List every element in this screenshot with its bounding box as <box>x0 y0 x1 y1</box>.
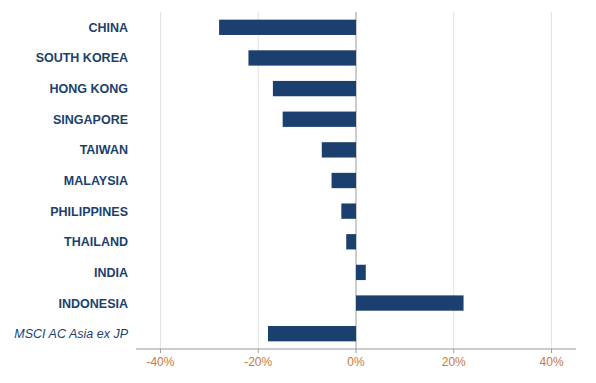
grid-line <box>551 12 552 349</box>
bar <box>356 265 366 280</box>
x-tick <box>258 349 259 353</box>
bar <box>356 295 464 310</box>
category-label: SOUTH KOREA <box>36 51 128 65</box>
category-label: INDONESIA <box>59 297 128 311</box>
category-label: CHINA <box>88 21 128 35</box>
bar <box>332 173 356 188</box>
bar <box>341 203 356 218</box>
bar <box>273 81 356 96</box>
category-label: INDIA <box>94 266 128 280</box>
category-label: TAIWAN <box>80 143 128 157</box>
bar <box>322 142 356 157</box>
bar <box>268 326 356 341</box>
bars <box>219 20 463 342</box>
category-label: SINGAPORE <box>53 113 128 127</box>
x-tick-label: 40% <box>540 355 564 369</box>
category-label: THAILAND <box>64 235 128 249</box>
bar <box>283 112 356 127</box>
chart-container: -40% -20% 0% 20% 40% CHINA SOUTH KOREA HONG KON… <box>0 0 596 383</box>
x-tick <box>356 349 357 353</box>
x-tick-label: -20% <box>244 355 272 369</box>
chart: -40% -20% 0% 20% 40% CHINA SOUTH KOREA HONG KON… <box>0 0 596 383</box>
x-tick-label: -40% <box>146 355 174 369</box>
grid-line <box>160 12 161 349</box>
category-label: HONG KONG <box>50 82 128 96</box>
x-tick-label: 20% <box>442 355 466 369</box>
bar <box>219 20 356 35</box>
x-tick <box>551 349 552 353</box>
x-axis-line <box>136 349 576 350</box>
x-tick-label: 0% <box>347 355 365 369</box>
x-axis: -40% -20% 0% 20% 40% <box>136 349 576 369</box>
category-label: MSCI AC Asia ex JP <box>14 327 128 341</box>
bar <box>248 50 356 65</box>
bar <box>346 234 356 249</box>
grid <box>160 12 551 349</box>
category-label: PHILIPPINES <box>50 205 128 219</box>
x-tick <box>160 349 161 353</box>
category-label: MALAYSIA <box>64 174 128 188</box>
y-axis: CHINA SOUTH KOREA HONG KONG SINGAPORE TAIWAN… <box>14 21 128 341</box>
x-tick <box>453 349 454 353</box>
